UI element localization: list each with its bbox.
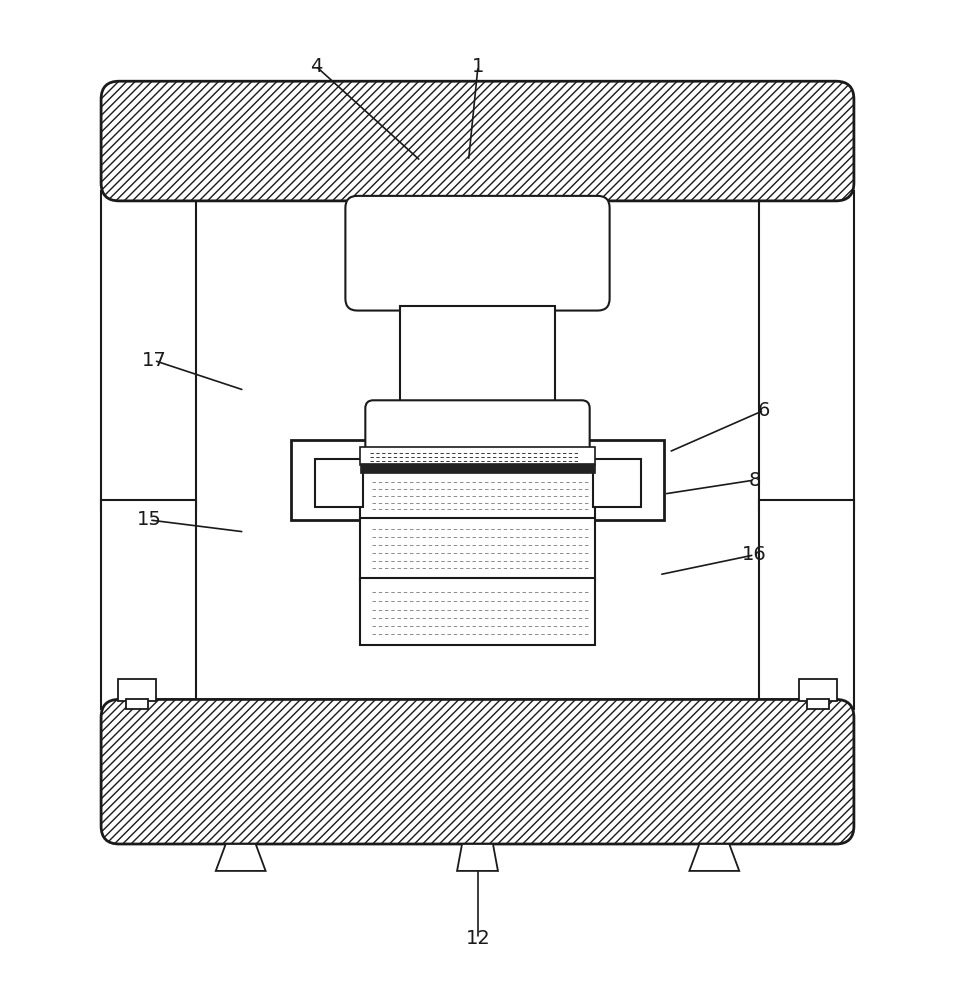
Text: 12: 12 bbox=[466, 929, 490, 948]
Bar bbox=[759, 500, 854, 709]
Bar bbox=[101, 500, 196, 709]
Bar bbox=[401, 306, 554, 410]
Polygon shape bbox=[216, 844, 266, 871]
Bar bbox=[315, 459, 363, 507]
FancyBboxPatch shape bbox=[101, 699, 854, 844]
Bar bbox=[593, 459, 641, 507]
Bar bbox=[360, 578, 595, 645]
FancyBboxPatch shape bbox=[101, 81, 854, 201]
FancyBboxPatch shape bbox=[365, 400, 590, 455]
Bar bbox=[118, 679, 156, 701]
Text: 4: 4 bbox=[310, 57, 322, 76]
Bar bbox=[360, 447, 595, 465]
Bar bbox=[360, 463, 595, 473]
Bar bbox=[799, 679, 836, 701]
Text: 15: 15 bbox=[137, 510, 162, 529]
Text: 6: 6 bbox=[758, 401, 771, 420]
Bar bbox=[807, 699, 829, 709]
Bar bbox=[759, 191, 854, 510]
Text: 17: 17 bbox=[141, 351, 166, 370]
Polygon shape bbox=[457, 844, 498, 871]
Polygon shape bbox=[689, 844, 739, 871]
Bar bbox=[360, 470, 595, 520]
Bar bbox=[360, 518, 595, 580]
Text: 8: 8 bbox=[749, 471, 761, 490]
Bar bbox=[126, 699, 148, 709]
Text: 16: 16 bbox=[742, 545, 767, 564]
Bar bbox=[101, 191, 196, 510]
Text: 1: 1 bbox=[472, 57, 484, 76]
FancyBboxPatch shape bbox=[345, 196, 610, 311]
Bar bbox=[291, 440, 664, 520]
